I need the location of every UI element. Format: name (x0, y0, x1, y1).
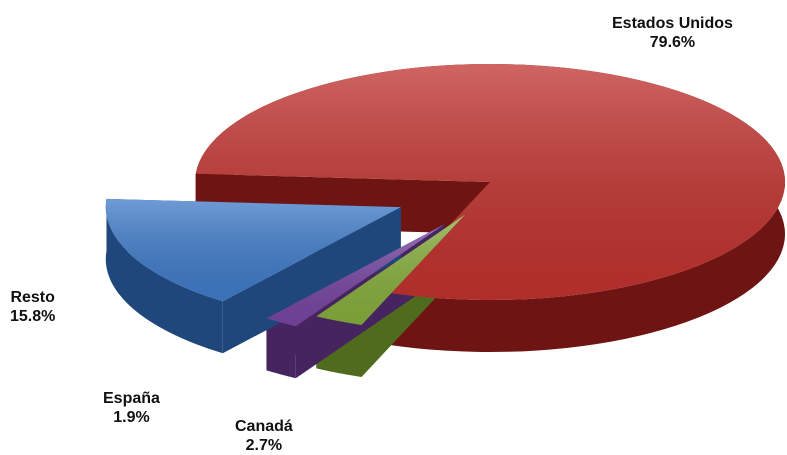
slice-espana-side (266, 318, 296, 379)
label-resto-value: 15.8% (10, 308, 56, 325)
label-espana-value: 1.9% (113, 409, 150, 426)
label-canada: Canadá 2.7% (235, 417, 293, 455)
label-resto-name: Resto (10, 289, 55, 306)
label-estados-unidos: Estados Unidos 79.6% (612, 14, 733, 52)
label-espana-name: España (103, 390, 160, 407)
label-espana: España 1.9% (103, 389, 160, 427)
label-canada-name: Canadá (235, 418, 293, 435)
label-estados-unidos-value: 79.6% (649, 34, 696, 51)
pie-slice-tops (105, 63, 785, 327)
slice-canada-sheen (316, 214, 466, 325)
label-estados-unidos-name: Estados Unidos (612, 15, 733, 32)
slice-espana-sheen (266, 224, 445, 327)
slice-resto-side (105, 198, 223, 354)
label-canada-value: 2.7% (245, 437, 283, 454)
slice-resto-sheen (105, 198, 401, 302)
slice-estados-unidos-sheen (195, 63, 785, 300)
label-resto: Resto 15.8% (10, 288, 55, 326)
